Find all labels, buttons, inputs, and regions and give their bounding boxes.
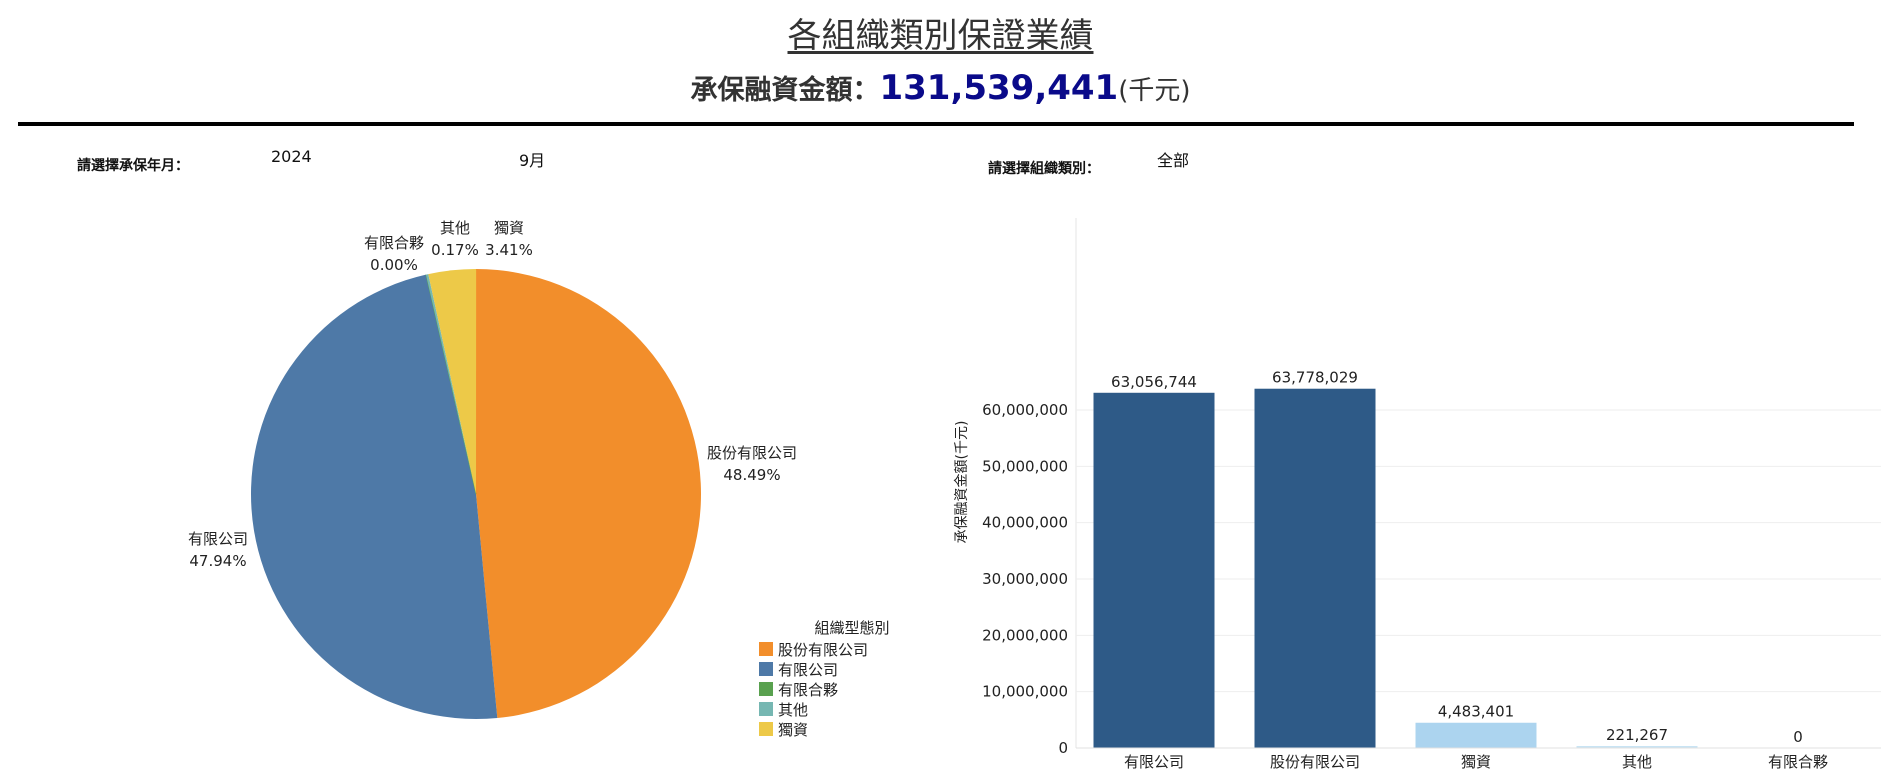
total-amount-value: 131,539,441 (879, 68, 1119, 108)
bar-value-label: 221,267 (1606, 726, 1668, 744)
pie-slice (428, 269, 477, 494)
bar (1254, 388, 1376, 748)
y-axis-title: 承保融資金額(千元) (954, 421, 970, 544)
pie-slice-percent: 0.17% (431, 241, 479, 259)
bar-value-label: 0 (1793, 728, 1803, 746)
legend-swatch (759, 722, 773, 736)
pie-chart: 股份有限公司 48.49% 有限公司 47.94% 有限合夥 0.00% 其他 0.17% 獨資… (188, 219, 890, 739)
bar-value-label: 63,056,744 (1111, 373, 1197, 391)
pie-slice-label: 其他 (440, 219, 470, 237)
pie-slice-label: 獨資 (494, 219, 524, 237)
x-tick-label: 獨資 (1461, 753, 1491, 771)
org-filter-label: 請選擇組織類別： (988, 161, 1100, 177)
year-select[interactable]: 2024 (271, 147, 312, 166)
month-select[interactable]: 9月 (519, 151, 546, 170)
pie-slice-percent: 48.49% (723, 466, 780, 484)
x-tick-label: 有限公司 (1124, 753, 1184, 771)
x-tick-label: 有限合夥 (1768, 753, 1828, 771)
x-tick-label: 股份有限公司 (1270, 753, 1360, 771)
pie-slice-percent: 0.00% (370, 256, 418, 274)
bar-chart: 0 10,000,000 20,000,000 30,000,000 40,000,00… (954, 218, 1881, 771)
legend-swatch (759, 642, 773, 656)
legend-label: 股份有限公司 (778, 641, 868, 659)
y-tick-label: 30,000,000 (982, 570, 1068, 588)
org-type-select[interactable]: 全部 (1157, 151, 1190, 170)
legend-label: 獨資 (778, 721, 808, 739)
legend-title: 組織型態別 (814, 619, 889, 637)
bar (1093, 392, 1215, 748)
y-tick-label: 50,000,000 (982, 457, 1068, 475)
legend-label: 有限合夥 (778, 681, 838, 699)
pie-slice (251, 274, 498, 719)
y-tick-label: 20,000,000 (982, 626, 1068, 644)
pie-slice (425, 274, 476, 494)
pie-slice-label: 有限公司 (188, 530, 248, 548)
legend-label: 其他 (778, 701, 808, 719)
header-divider (18, 122, 1854, 126)
bar (1415, 722, 1537, 748)
bar-value-label: 63,778,029 (1272, 369, 1358, 387)
legend-swatch (759, 662, 773, 676)
y-tick-label: 40,000,000 (982, 514, 1068, 532)
y-tick-label: 10,000,000 (982, 683, 1068, 701)
bar (1576, 746, 1698, 748)
legend-swatch (759, 682, 773, 696)
pie-slice-label: 股份有限公司 (707, 444, 797, 462)
pie-slice-percent: 47.94% (189, 552, 246, 570)
page-title: 各組織類別保證業績 (787, 16, 1094, 56)
legend-label: 有限公司 (778, 661, 838, 679)
x-tick-label: 其他 (1622, 753, 1652, 771)
y-tick-label: 60,000,000 (982, 401, 1068, 419)
bar-value-label: 4,483,401 (1438, 703, 1514, 721)
total-amount-unit: (千元) (1118, 76, 1191, 106)
pie-slice (476, 269, 702, 718)
legend-swatch (759, 702, 773, 716)
pie-slice-label: 有限合夥 (364, 234, 424, 252)
pie-slice-percent: 3.41% (485, 241, 533, 259)
y-tick-label: 0 (1058, 739, 1068, 757)
date-filter-label: 請選擇承保年月： (77, 158, 189, 174)
total-amount-line: 承保融資金額：131,539,441(千元) (0, 68, 1881, 108)
total-amount-label: 承保融資金額： (690, 75, 880, 106)
